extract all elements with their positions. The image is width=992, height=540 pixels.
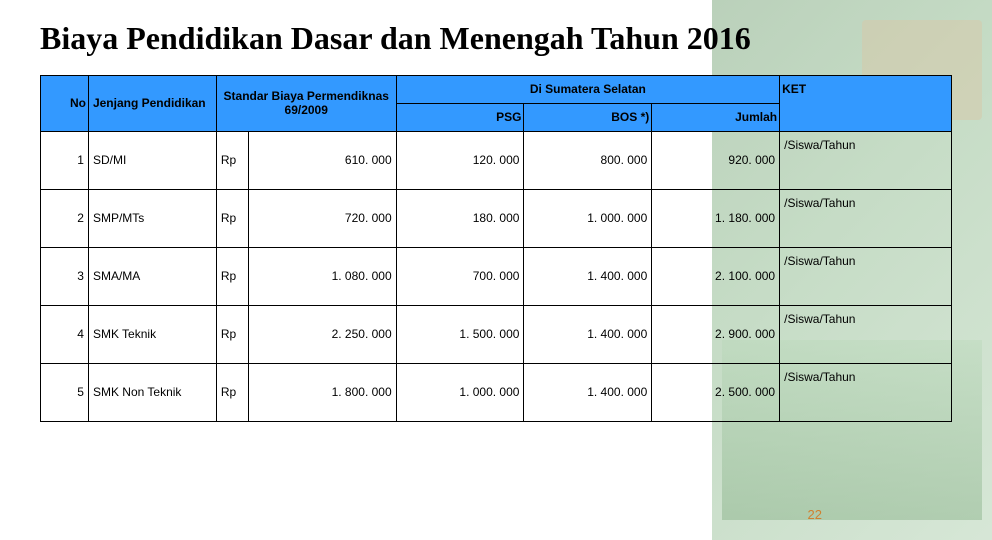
cell-psg: 700. 000	[396, 247, 524, 305]
th-jenjang: Jenjang Pendidikan	[88, 75, 216, 131]
cell-psg: 1. 500. 000	[396, 305, 524, 363]
cell-no: 4	[41, 305, 89, 363]
th-jumlah: Jumlah	[652, 103, 780, 131]
cell-psg: 180. 000	[396, 189, 524, 247]
cell-ket: /Siswa/Tahun	[780, 189, 952, 247]
cell-bos: 800. 000	[524, 131, 652, 189]
cell-jenjang: SMK Teknik	[88, 305, 216, 363]
cell-bos: 1. 400. 000	[524, 363, 652, 421]
cell-ket: /Siswa/Tahun	[780, 305, 952, 363]
cell-jumlah: 2. 900. 000	[652, 305, 780, 363]
cell-bos: 1. 400. 000	[524, 305, 652, 363]
cell-psg: 1. 000. 000	[396, 363, 524, 421]
cell-jumlah: 1. 180. 000	[652, 189, 780, 247]
cell-standar: 610. 000	[248, 131, 396, 189]
biaya-table: No Jenjang Pendidikan Standar Biaya Perm…	[40, 75, 952, 422]
th-group: Di Sumatera Selatan	[396, 75, 779, 103]
table-row: 2SMP/MTsRp720. 000180. 0001. 000. 0001. …	[41, 189, 952, 247]
th-ket: KET	[780, 75, 952, 131]
table-row: 3SMA/MARp1. 080. 000700. 0001. 400. 0002…	[41, 247, 952, 305]
cell-psg: 120. 000	[396, 131, 524, 189]
page-title: Biaya Pendidikan Dasar dan Menengah Tahu…	[40, 20, 952, 57]
table-row: 1SD/MIRp610. 000120. 000800. 000920. 000…	[41, 131, 952, 189]
th-no: No	[41, 75, 89, 131]
cell-jenjang: SMP/MTs	[88, 189, 216, 247]
cell-jenjang: SMA/MA	[88, 247, 216, 305]
cell-no: 2	[41, 189, 89, 247]
cell-no: 3	[41, 247, 89, 305]
cell-standar: 720. 000	[248, 189, 396, 247]
cell-jumlah: 2. 500. 000	[652, 363, 780, 421]
th-psg: PSG	[396, 103, 524, 131]
cell-rp: Rp	[216, 247, 248, 305]
cell-jenjang: SD/MI	[88, 131, 216, 189]
cell-ket: /Siswa/Tahun	[780, 247, 952, 305]
cell-jenjang: SMK Non Teknik	[88, 363, 216, 421]
cell-jumlah: 2. 100. 000	[652, 247, 780, 305]
cell-ket: /Siswa/Tahun	[780, 131, 952, 189]
cell-rp: Rp	[216, 189, 248, 247]
cell-rp: Rp	[216, 363, 248, 421]
cell-standar: 2. 250. 000	[248, 305, 396, 363]
cell-no: 1	[41, 131, 89, 189]
cell-rp: Rp	[216, 131, 248, 189]
cell-rp: Rp	[216, 305, 248, 363]
cell-ket: /Siswa/Tahun	[780, 363, 952, 421]
cell-jumlah: 920. 000	[652, 131, 780, 189]
cell-standar: 1. 800. 000	[248, 363, 396, 421]
th-standar: Standar Biaya Permendiknas 69/2009	[216, 75, 396, 131]
cell-no: 5	[41, 363, 89, 421]
cell-bos: 1. 400. 000	[524, 247, 652, 305]
table-row: 4SMK TeknikRp2. 250. 0001. 500. 0001. 40…	[41, 305, 952, 363]
page-number: 22	[808, 507, 822, 522]
cell-bos: 1. 000. 000	[524, 189, 652, 247]
cell-standar: 1. 080. 000	[248, 247, 396, 305]
table-row: 5SMK Non TeknikRp1. 800. 0001. 000. 0001…	[41, 363, 952, 421]
th-bos: BOS *)	[524, 103, 652, 131]
